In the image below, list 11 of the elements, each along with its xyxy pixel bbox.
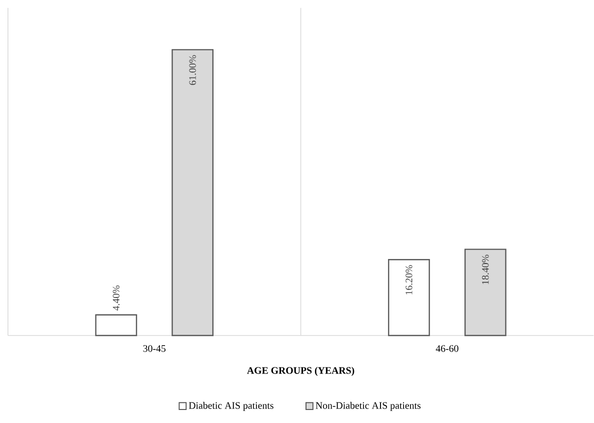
- bar: [95, 314, 138, 336]
- x-tick-label: 30-45: [143, 345, 166, 352]
- legend-label: Non-Diabetic AIS patients: [316, 402, 421, 411]
- x-tick-label: 46-60: [436, 345, 458, 352]
- legend-label: Diabetic AIS patients: [188, 402, 274, 411]
- data-label: 61.00%: [189, 55, 196, 85]
- x-axis-title: AGE GROUPS (YEARS): [247, 366, 354, 376]
- bar: [388, 259, 430, 336]
- data-label: 16.20%: [406, 265, 412, 294]
- data-label: 4.40%: [112, 286, 120, 311]
- data-label: 18.40%: [482, 254, 489, 284]
